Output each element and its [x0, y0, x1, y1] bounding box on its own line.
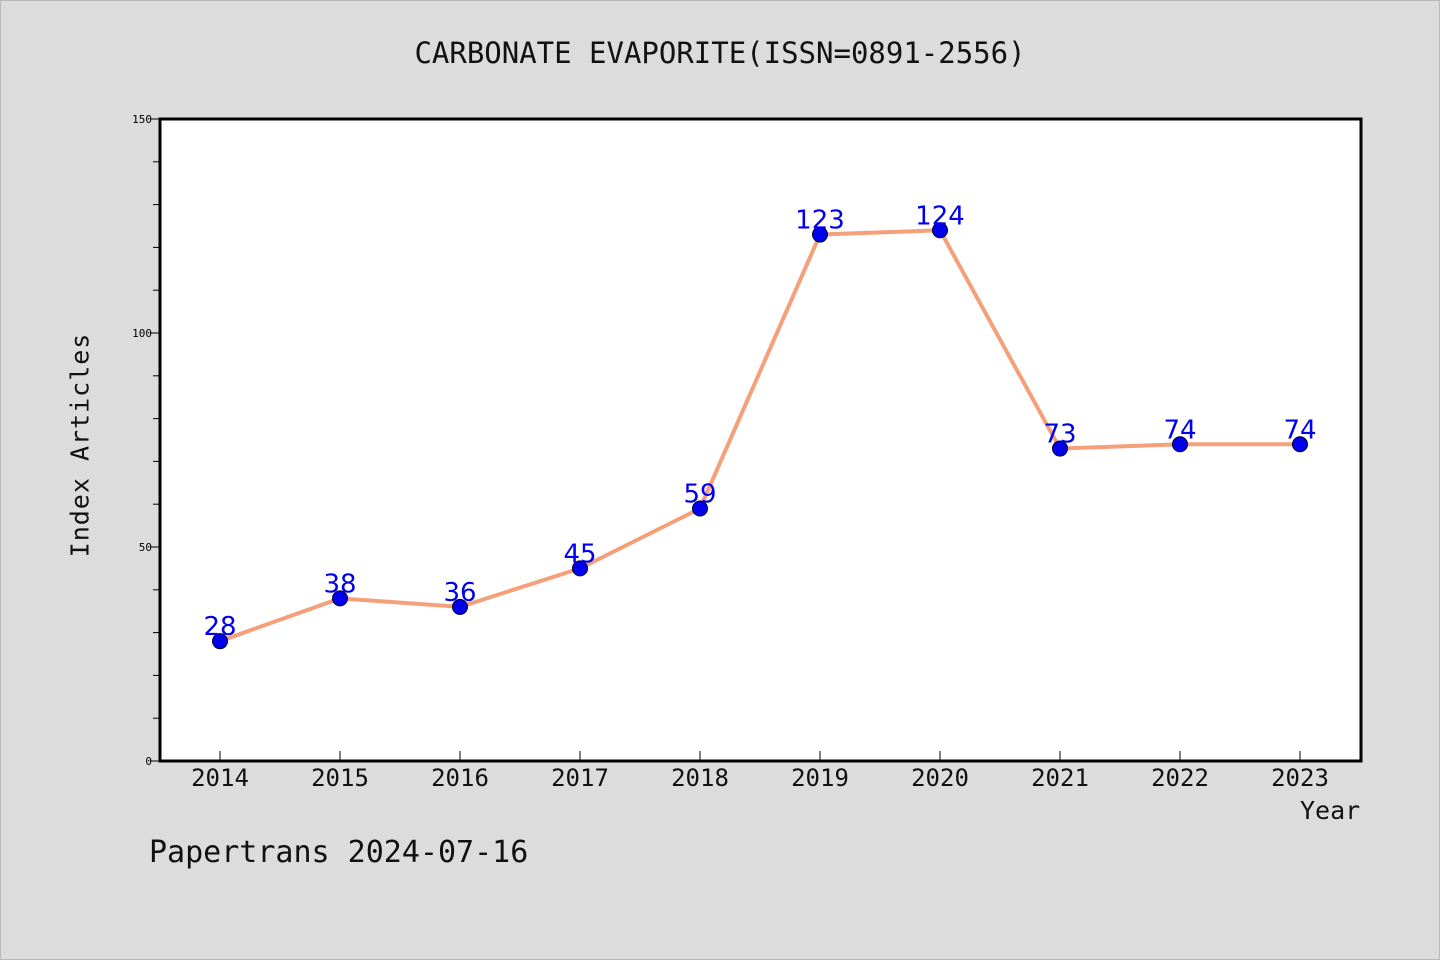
y-axis: 0 50 100 150 [132, 113, 160, 768]
x-tick-label: 2022 [1151, 764, 1209, 792]
x-axis: 2014 2015 2016 2017 2018 2019 2020 2021 2022 2023 [191, 751, 1329, 792]
x-tick-label: 2023 [1271, 764, 1329, 792]
data-point [812, 226, 828, 243]
data-point [932, 222, 948, 239]
data-label: 73 [1043, 420, 1076, 450]
data-label: 38 [323, 569, 356, 599]
x-tick-label: 2018 [671, 764, 729, 792]
data-point [212, 633, 228, 650]
y-tick-label: 50 [139, 541, 152, 554]
data-label: 123 [795, 206, 845, 236]
x-tick-label: 2017 [551, 764, 609, 792]
data-label: 28 [203, 612, 236, 642]
data-label: 74 [1163, 415, 1196, 445]
x-tick-label: 2020 [911, 764, 969, 792]
data-point [692, 500, 708, 517]
data-point [1172, 436, 1188, 453]
y-tick-label: 0 [145, 755, 152, 768]
x-tick-label: 2016 [431, 764, 489, 792]
y-tick-label: 150 [132, 113, 152, 126]
data-label: 59 [683, 479, 716, 509]
series-line [219, 228, 1300, 644]
data-label: 45 [563, 539, 596, 569]
y-tick-label: 100 [132, 327, 152, 340]
footer-credit: Papertrans 2024-07-16 [149, 835, 529, 870]
data-point [1292, 436, 1308, 453]
x-tick-label: 2021 [1031, 764, 1089, 792]
data-label: 74 [1283, 415, 1316, 445]
data-label: 36 [443, 578, 476, 608]
data-point [572, 560, 588, 577]
x-tick-label: 2015 [311, 764, 369, 792]
series: 28 38 36 45 59 123 124 73 74 74 [203, 201, 1317, 650]
x-axis-label: Year [1300, 796, 1361, 825]
plot-area [158, 117, 1363, 763]
x-tick-label: 2014 [191, 764, 249, 792]
data-point [452, 598, 468, 615]
x-tick-label: 2019 [791, 764, 849, 792]
data-label: 124 [915, 201, 965, 231]
data-point [1052, 440, 1068, 457]
data-point [332, 590, 348, 607]
chart-title: CARBONATE EVAPORITE(ISSN=0891-2556) [414, 36, 1026, 70]
